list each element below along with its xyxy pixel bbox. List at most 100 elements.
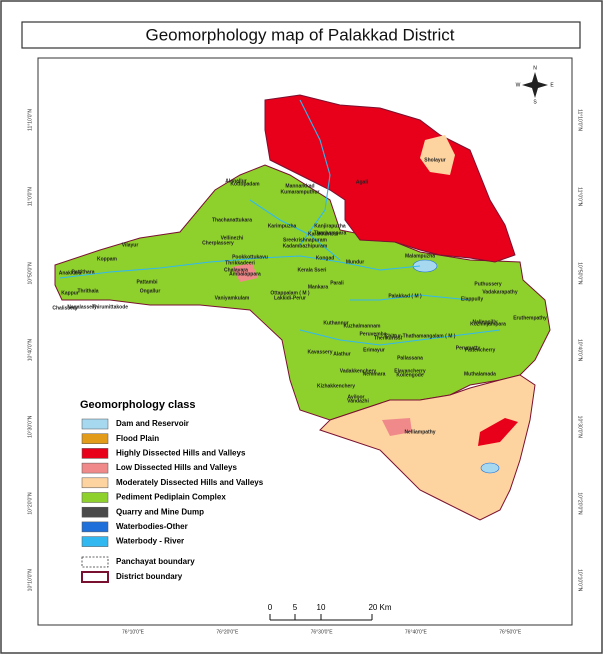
low-dissected-region (382, 418, 412, 436)
rivers (59, 99, 501, 346)
latitude-label: 10°30'0"N (577, 416, 583, 439)
place-label: Pookkottukavu (232, 254, 268, 260)
legend-label: Panchayat boundary (116, 557, 195, 566)
place-label: Nalleppilly (472, 319, 497, 325)
place-label: Thrithala (77, 288, 98, 294)
place-label: Koppam (97, 256, 118, 262)
latitude-label: 11°0'0"N (27, 187, 33, 206)
pediment-region (54, 164, 551, 421)
place-label: Ambalappara (229, 271, 261, 277)
legend-swatch (81, 477, 109, 489)
place-label: Elavancherry (394, 368, 426, 374)
place-label: Kottopadam (230, 181, 260, 187)
place-label: Karakkurissi (308, 231, 339, 237)
place-label: Muthalamada (464, 371, 496, 377)
legend-swatch (81, 418, 109, 430)
legend-label: Waterbody - River (116, 537, 184, 546)
place-label: Mundur (346, 259, 364, 265)
latitude-label: 10°10'0"N (27, 569, 33, 592)
legend-swatch (81, 433, 109, 444)
place-label: Vaniyamkulam (215, 295, 250, 301)
place-label: Sholayur (424, 157, 445, 163)
place-label: Thenkurissi (374, 335, 403, 341)
title-box (21, 21, 581, 49)
legend-swatch (81, 448, 109, 459)
legend-label: District boundary (116, 572, 183, 581)
place-label: Ottappalam ( M ) (270, 290, 310, 296)
place-label: Kollengode (396, 372, 423, 378)
moderately-dissected-region (420, 135, 455, 175)
legend-label: Flood Plain (116, 434, 159, 443)
reservoir (480, 462, 500, 474)
place-label: Kumaramputhur (281, 189, 320, 195)
latitude-label: 10°50'0"N (27, 262, 33, 285)
place-label: Vadakkenchery (340, 368, 377, 374)
legend-label: Moderately Dissected Hills and Valleys (116, 478, 264, 487)
latitude-label: 11°10'0"N (577, 109, 583, 131)
compass-rose (522, 72, 548, 98)
legend-swatch (81, 521, 109, 533)
legend-label: Dam and Reservoir (116, 419, 189, 428)
compass: N S E W (516, 65, 555, 105)
place-label: Karimpuzha (268, 223, 297, 229)
place-label: Sreekrishnapuram (283, 237, 327, 243)
latitude-label: 10°40'0"N (27, 339, 33, 362)
legend-swatch (81, 556, 109, 568)
river (59, 255, 421, 279)
place-label: Thachampara (314, 230, 347, 236)
compass-n: N (533, 65, 537, 71)
place-label: Alathur (333, 351, 351, 357)
place-label: Kizhakkenchery (317, 383, 355, 389)
longitude-label: 76°40'0"E (405, 629, 428, 635)
place-label: Alanallur (225, 178, 246, 184)
river (249, 199, 341, 261)
latitude-label: 10°10'0"N (577, 569, 583, 592)
place-label: Vilayur (122, 242, 139, 248)
scale-label: 5 (293, 603, 298, 612)
place-label: Vellinezhi (221, 235, 244, 241)
legend-swatch (81, 571, 109, 583)
place-label: Mankara (308, 284, 329, 290)
reservoir (412, 259, 438, 273)
place-label: Cherplassery (202, 240, 234, 246)
place-label: Chalavara (224, 267, 248, 273)
place-label: Puthussery (474, 281, 501, 287)
longitude-label: 76°10'0"E (122, 629, 145, 635)
place-label: Perumatty (456, 345, 481, 351)
legend-label: Low Dissected Hills and Valleys (116, 463, 237, 472)
place-label: Ayiloor (347, 394, 364, 400)
latitude-label: 10°50'0"N (577, 262, 583, 285)
place-label: Thachanattukara (212, 217, 252, 223)
longitude-label: 76°30'0"E (311, 629, 334, 635)
place-label: Chalissery (52, 305, 78, 311)
legend-swatch (81, 536, 109, 547)
place-label: Pallassana (397, 355, 423, 361)
legend-swatch (81, 462, 109, 474)
legend-label: Quarry and Mine Dump (116, 507, 204, 516)
latitude-label: 10°40'0"N (577, 339, 583, 362)
compass-s: S (533, 99, 537, 105)
latitude-label: 10°30'0"N (27, 415, 33, 438)
low-dissected-region (232, 263, 258, 282)
highly-dissected-region (264, 94, 516, 263)
legend-label: Pediment Pediplain Complex (116, 493, 226, 502)
place-label: Pattithara (71, 269, 94, 275)
place-label: Vandazhi (347, 398, 369, 404)
moderately-dissected-region (319, 374, 536, 521)
place-label: Vadakarapathy (482, 289, 518, 295)
longitude-label: 76°20'0"E (216, 629, 239, 635)
place-label: Thrikkadeeri (225, 260, 255, 266)
place-label: Palakkad ( M ) (388, 293, 422, 299)
place-label: Lakkidi-Perur (274, 295, 306, 301)
place-label: Mannarkkad (285, 183, 314, 189)
scale-label: 20 Km (368, 603, 391, 612)
place-label: Kuthannur (323, 320, 348, 326)
compass-w: W (516, 82, 521, 88)
place-label: Chittur-Thathamangalam ( M ) (385, 333, 456, 339)
place-label: Kappur (61, 290, 79, 296)
place-label: Kanjirapuzha (314, 223, 346, 229)
river (299, 329, 501, 346)
place-label: Agali (356, 179, 369, 185)
